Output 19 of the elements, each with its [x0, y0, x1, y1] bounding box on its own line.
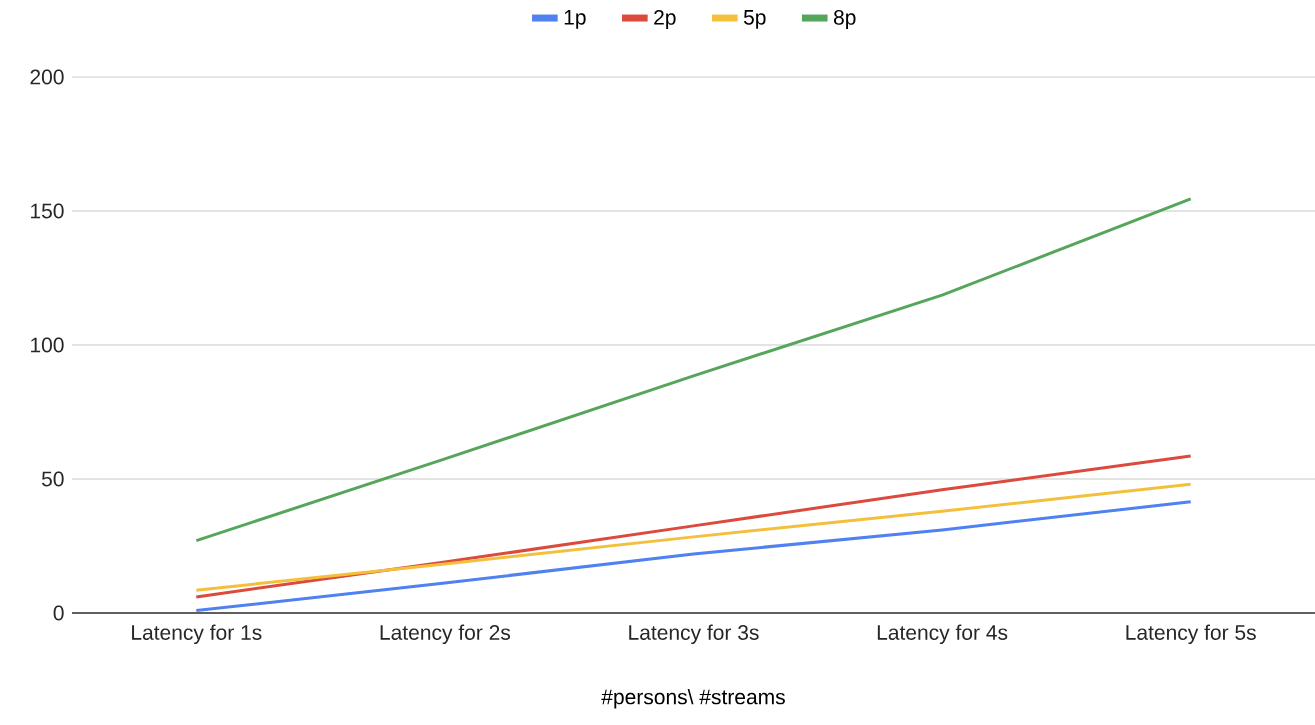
x-tick-label: Latency for 1s: [132, 624, 262, 645]
y-tick-label: 100: [31, 337, 64, 353]
x-tick-label: Latency for 4s: [877, 624, 1008, 645]
x-tick-label: Latency for 5s: [1126, 624, 1256, 645]
x-axis-title: #persons\ #streams: [601, 688, 785, 709]
y-tick-label: 200: [30, 69, 64, 85]
legend-label: 1p: [564, 10, 586, 29]
line-series: [194, 197, 1193, 543]
x-tick-label: Latency for 3s: [629, 624, 759, 645]
line-series: [194, 454, 1193, 599]
y-tick-label: 50: [41, 471, 64, 487]
y-tick-label: 0: [53, 605, 64, 621]
line-series: [194, 500, 1193, 613]
legend-label: 2p: [654, 9, 676, 29]
legend-label: 8p: [833, 9, 856, 29]
legend-label: 5p: [743, 10, 766, 29]
line-series: [194, 482, 1193, 592]
x-tick-label: Latency for 2s: [380, 624, 511, 645]
y-tick-label: 150: [31, 203, 64, 219]
